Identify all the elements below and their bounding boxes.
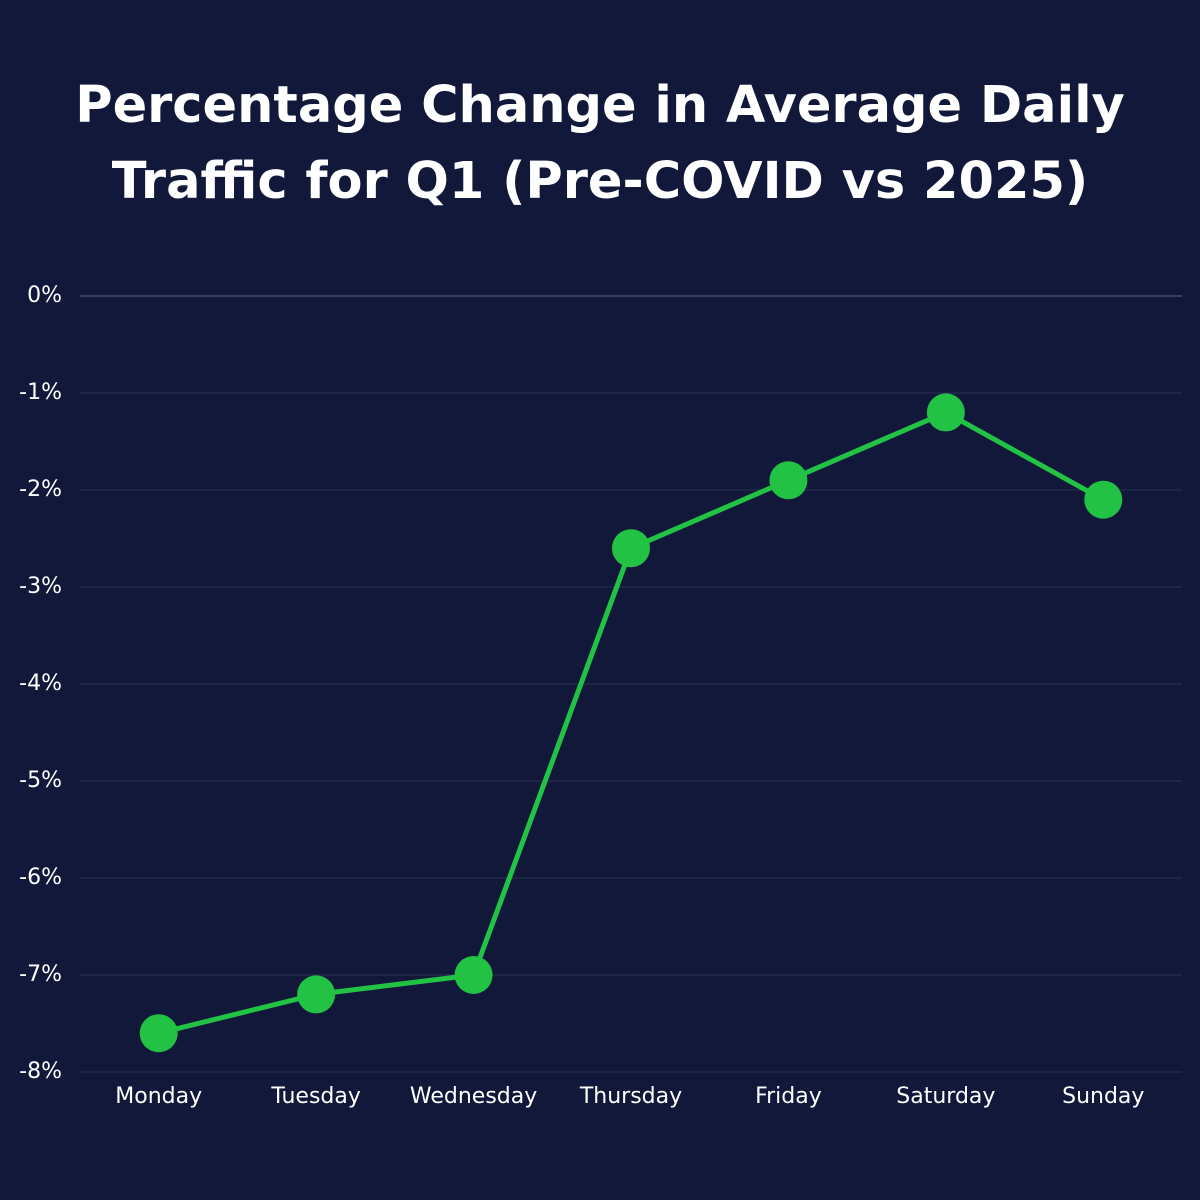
y-tick-label: -8% — [19, 1059, 62, 1084]
data-line — [158, 409, 1105, 1036]
y-tick-label: -4% — [19, 671, 62, 696]
data-point — [139, 1014, 178, 1053]
data-point — [612, 529, 650, 568]
x-tick-label: Thursday — [579, 1084, 682, 1109]
x-tick-label: Monday — [115, 1084, 202, 1109]
y-tick-label: -1% — [19, 380, 62, 405]
chart-title: Percentage Change in Average Daily Traff… — [75, 76, 1125, 211]
data-point — [769, 461, 808, 500]
x-tick-label: Saturday — [896, 1084, 995, 1109]
y-tick-label: -7% — [19, 962, 62, 987]
x-tick-label: Sunday — [1062, 1084, 1144, 1109]
x-tick-label: Friday — [755, 1084, 822, 1109]
y-tick-label: -2% — [19, 477, 62, 502]
data-point — [454, 956, 493, 994]
y-tick-label: -6% — [19, 865, 62, 890]
y-tick-label: 0% — [27, 283, 62, 308]
data-point — [1084, 480, 1123, 519]
data-point — [926, 393, 965, 432]
y-tick-label: -3% — [19, 574, 62, 599]
x-tick-label: Wednesday — [410, 1084, 537, 1109]
x-tick-label: Tuesday — [270, 1084, 361, 1109]
data-point — [297, 975, 336, 1014]
y-tick-label: -5% — [19, 768, 62, 793]
